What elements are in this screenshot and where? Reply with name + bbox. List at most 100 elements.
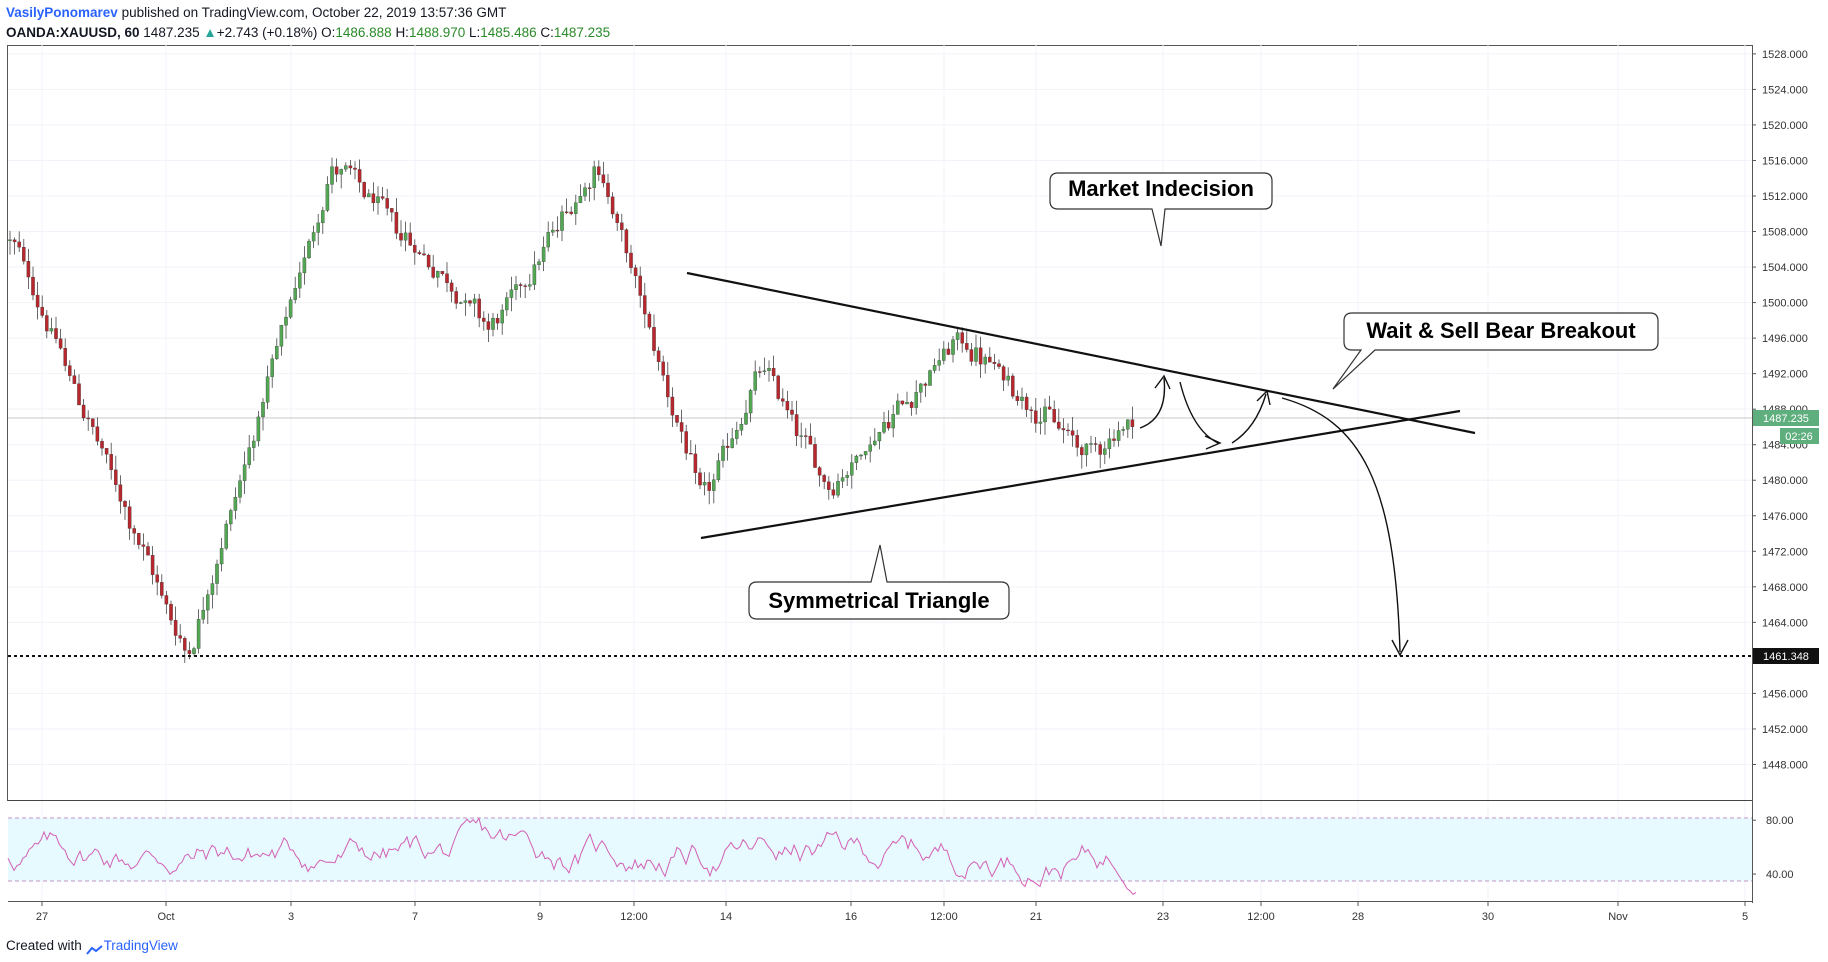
triangle-lower-trendline[interactable] — [700, 409, 1461, 540]
y-tick-label: 1500.000 — [1762, 298, 1808, 310]
candle-down — [1130, 419, 1135, 427]
candle-down — [362, 182, 366, 198]
arrow-path-4 — [1281, 397, 1401, 653]
candle-down — [114, 469, 118, 485]
candle-down — [597, 166, 601, 175]
countdown-tag-label: 02:26 — [1785, 431, 1813, 443]
callout-wait-sell[interactable]: Wait & Sell Bear Breakout — [1332, 312, 1659, 390]
x-tick-label: 9 — [537, 911, 543, 923]
callout-symmetrical-triangle[interactable]: Symmetrical Triangle — [748, 544, 1010, 620]
candle-down — [725, 445, 730, 448]
candle-up — [537, 261, 541, 265]
candle-up — [905, 402, 909, 405]
candle-up — [868, 444, 872, 452]
candle-up — [8, 239, 12, 241]
candle-down — [601, 174, 606, 184]
candle-down — [486, 321, 491, 330]
candle-down — [413, 245, 417, 253]
candle-down — [127, 506, 132, 529]
candle-down — [693, 453, 698, 473]
price-axis[interactable]: 1528.000 1524.000 1520.000 1516.000 1512.000… — [1752, 49, 1808, 772]
y-tick-label: 1472.000 — [1762, 546, 1808, 558]
x-tick-label: 23 — [1157, 911, 1169, 923]
candle-down — [638, 275, 642, 296]
callout-shape — [748, 544, 1010, 620]
candle-up — [748, 390, 753, 414]
candle-down — [923, 383, 928, 386]
candle-down — [822, 475, 826, 482]
candle-up — [735, 430, 739, 439]
candle-down — [1075, 435, 1079, 448]
y-tick-label: 1468.000 — [1762, 582, 1808, 594]
candle-up — [882, 422, 886, 433]
countdown-tag — [1780, 428, 1819, 444]
candle-up — [459, 302, 463, 304]
candle-up — [592, 166, 596, 188]
candle-up — [574, 202, 578, 214]
candle-down — [1011, 375, 1015, 397]
candle-down — [164, 595, 169, 605]
rsi-line — [7, 817, 1137, 895]
candle-down — [1080, 447, 1084, 456]
candle-down — [758, 371, 762, 373]
x-tick-label: 12:00 — [620, 911, 648, 923]
candle-down — [615, 213, 619, 223]
candle-up — [238, 480, 242, 498]
candle-up — [242, 464, 247, 481]
last-price: 1487.235 — [143, 25, 200, 40]
candle-up — [275, 346, 279, 359]
arrow-head-1 — [1154, 374, 1171, 390]
close-value: 1487.235 — [553, 25, 611, 40]
candle-up — [224, 523, 228, 549]
candle-up — [877, 432, 882, 442]
candle-up — [192, 648, 196, 654]
y-tick-label: 1512.000 — [1762, 191, 1808, 203]
high-value: 1488.970 — [408, 25, 466, 40]
time-axis[interactable]: 27 Oct 3 7 9 12:00 14 16 12:00 21 23 12:00 28 30 Nov 5 — [36, 901, 1748, 923]
candle-down — [620, 222, 624, 230]
candle-down — [707, 482, 711, 491]
rsi-axis: 80.00 40.00 — [1752, 815, 1794, 881]
y-tick-label: 1480.000 — [1762, 475, 1808, 487]
candle-down — [353, 167, 357, 170]
current-price-tag-label: 1487.235 — [1763, 413, 1809, 425]
candle-down — [643, 295, 647, 315]
candle-down — [445, 273, 449, 284]
triangle-upper-trendline[interactable] — [686, 271, 1476, 435]
callout-market-indecision[interactable]: Market Indecision — [1049, 172, 1273, 247]
y-tick-label: 1448.000 — [1762, 759, 1808, 771]
y-tick-label: 1476.000 — [1762, 511, 1808, 523]
candle-up — [739, 424, 744, 431]
candle-down — [417, 252, 422, 254]
candle-down — [141, 544, 146, 547]
candle-down — [132, 528, 136, 534]
candle-down — [965, 343, 969, 350]
candle-down — [187, 650, 192, 654]
candle-up — [210, 583, 215, 595]
candle-down — [1093, 443, 1098, 445]
candle-down — [771, 368, 776, 377]
candle-up — [49, 328, 54, 332]
tradingview-brand-link[interactable]: TradingView — [103, 938, 178, 953]
candle-down — [399, 233, 403, 241]
author-name[interactable]: VasilyPonomarev — [6, 5, 118, 20]
candle-down — [91, 418, 95, 427]
candle-up — [712, 479, 716, 491]
candle-up — [514, 284, 518, 290]
candle-down — [988, 356, 992, 363]
candle-up — [744, 412, 748, 425]
candle-down — [81, 404, 86, 419]
candle-up — [730, 438, 734, 448]
close-label: C: — [540, 25, 554, 40]
candle-down — [160, 582, 164, 596]
candle-down — [104, 448, 109, 455]
candle-up — [500, 309, 504, 324]
candle-down — [394, 212, 399, 234]
candle-up — [261, 402, 265, 418]
candle-down — [146, 546, 150, 556]
x-tick-label: 12:00 — [930, 911, 958, 923]
callout-label: Market Indecision — [1068, 176, 1254, 201]
candle-down — [1047, 406, 1052, 410]
candle-down — [63, 348, 67, 366]
